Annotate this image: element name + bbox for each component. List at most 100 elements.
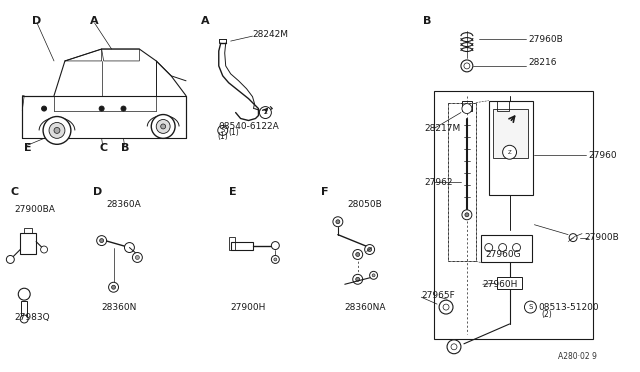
Circle shape: [353, 250, 363, 259]
Circle shape: [356, 253, 360, 256]
Text: S: S: [528, 304, 532, 310]
Bar: [448, 103, 476, 262]
Text: F: F: [321, 187, 328, 197]
Circle shape: [100, 238, 104, 243]
Bar: [24, 228, 32, 232]
Circle shape: [462, 210, 472, 220]
Text: A280·02 9: A280·02 9: [558, 352, 597, 361]
Circle shape: [49, 122, 65, 138]
Text: D: D: [32, 16, 42, 26]
Text: (2): (2): [541, 310, 552, 318]
Text: 08513-51200: 08513-51200: [538, 302, 599, 312]
Text: E: E: [24, 143, 32, 153]
Circle shape: [484, 244, 493, 251]
Text: 27960B: 27960B: [529, 35, 563, 44]
Circle shape: [439, 300, 453, 314]
Text: 27900BA: 27900BA: [14, 205, 55, 214]
Circle shape: [111, 285, 116, 289]
Circle shape: [569, 234, 577, 241]
Bar: [462, 101, 472, 110]
Bar: [21, 301, 28, 317]
Bar: [230, 241, 253, 250]
Circle shape: [54, 128, 60, 134]
Text: 28216: 28216: [529, 58, 557, 67]
Circle shape: [499, 244, 507, 251]
Circle shape: [271, 256, 279, 263]
Bar: [20, 232, 36, 254]
Circle shape: [20, 315, 28, 323]
Circle shape: [461, 60, 473, 72]
Circle shape: [370, 271, 378, 279]
Circle shape: [124, 243, 134, 253]
Text: Z: Z: [264, 110, 268, 115]
Bar: [497, 277, 522, 289]
Circle shape: [502, 145, 516, 159]
Text: (1): (1): [228, 128, 239, 137]
Circle shape: [132, 253, 142, 262]
Text: Z: Z: [508, 150, 511, 155]
Bar: [497, 101, 509, 110]
Circle shape: [161, 124, 166, 129]
Circle shape: [513, 244, 520, 251]
Circle shape: [353, 274, 363, 284]
Circle shape: [151, 115, 175, 138]
Text: 28217M: 28217M: [424, 124, 460, 133]
Text: C: C: [100, 143, 108, 153]
Circle shape: [464, 63, 470, 69]
Text: 27965F: 27965F: [421, 291, 455, 300]
Circle shape: [372, 274, 375, 277]
Circle shape: [271, 241, 279, 250]
Bar: [228, 237, 235, 250]
Text: 28360A: 28360A: [107, 201, 141, 209]
Circle shape: [274, 258, 277, 261]
Text: A: A: [90, 16, 99, 26]
Text: D: D: [93, 187, 102, 197]
Circle shape: [336, 220, 340, 224]
Text: 08540-6122A: 08540-6122A: [219, 122, 280, 131]
Circle shape: [367, 247, 372, 251]
Circle shape: [156, 119, 170, 134]
Text: B: B: [122, 143, 130, 153]
Circle shape: [40, 246, 47, 253]
Circle shape: [447, 340, 461, 354]
Text: 28242M: 28242M: [253, 30, 289, 39]
Circle shape: [6, 256, 14, 263]
Circle shape: [42, 106, 47, 111]
Circle shape: [121, 106, 126, 111]
Text: A: A: [201, 16, 209, 26]
Bar: [481, 235, 532, 262]
Circle shape: [465, 213, 469, 217]
Text: C: C: [10, 187, 19, 197]
Text: 28050B: 28050B: [348, 201, 383, 209]
Circle shape: [462, 104, 472, 113]
Text: 27983Q: 27983Q: [14, 312, 50, 321]
Text: E: E: [228, 187, 236, 197]
Text: 27960: 27960: [588, 151, 616, 160]
Text: 27960G: 27960G: [486, 250, 522, 259]
Circle shape: [333, 217, 343, 227]
Circle shape: [97, 235, 107, 246]
Circle shape: [218, 125, 228, 135]
Bar: [493, 109, 529, 158]
Text: (1): (1): [218, 132, 228, 141]
Circle shape: [365, 244, 374, 254]
Circle shape: [99, 106, 104, 111]
Text: 27900H: 27900H: [230, 302, 266, 312]
Bar: [434, 91, 593, 339]
Circle shape: [524, 301, 536, 313]
Circle shape: [43, 116, 71, 144]
Text: 27900B: 27900B: [584, 233, 619, 242]
Text: S: S: [221, 128, 225, 134]
Circle shape: [259, 107, 271, 119]
Circle shape: [109, 282, 118, 292]
Circle shape: [356, 277, 360, 281]
Text: 28360N: 28360N: [102, 302, 137, 312]
Circle shape: [19, 288, 30, 300]
Text: B: B: [423, 16, 431, 26]
Text: 27962: 27962: [424, 177, 452, 186]
Circle shape: [443, 304, 449, 310]
Text: 27960H: 27960H: [483, 280, 518, 289]
Circle shape: [136, 256, 140, 259]
Circle shape: [451, 344, 457, 350]
Bar: [489, 101, 533, 195]
